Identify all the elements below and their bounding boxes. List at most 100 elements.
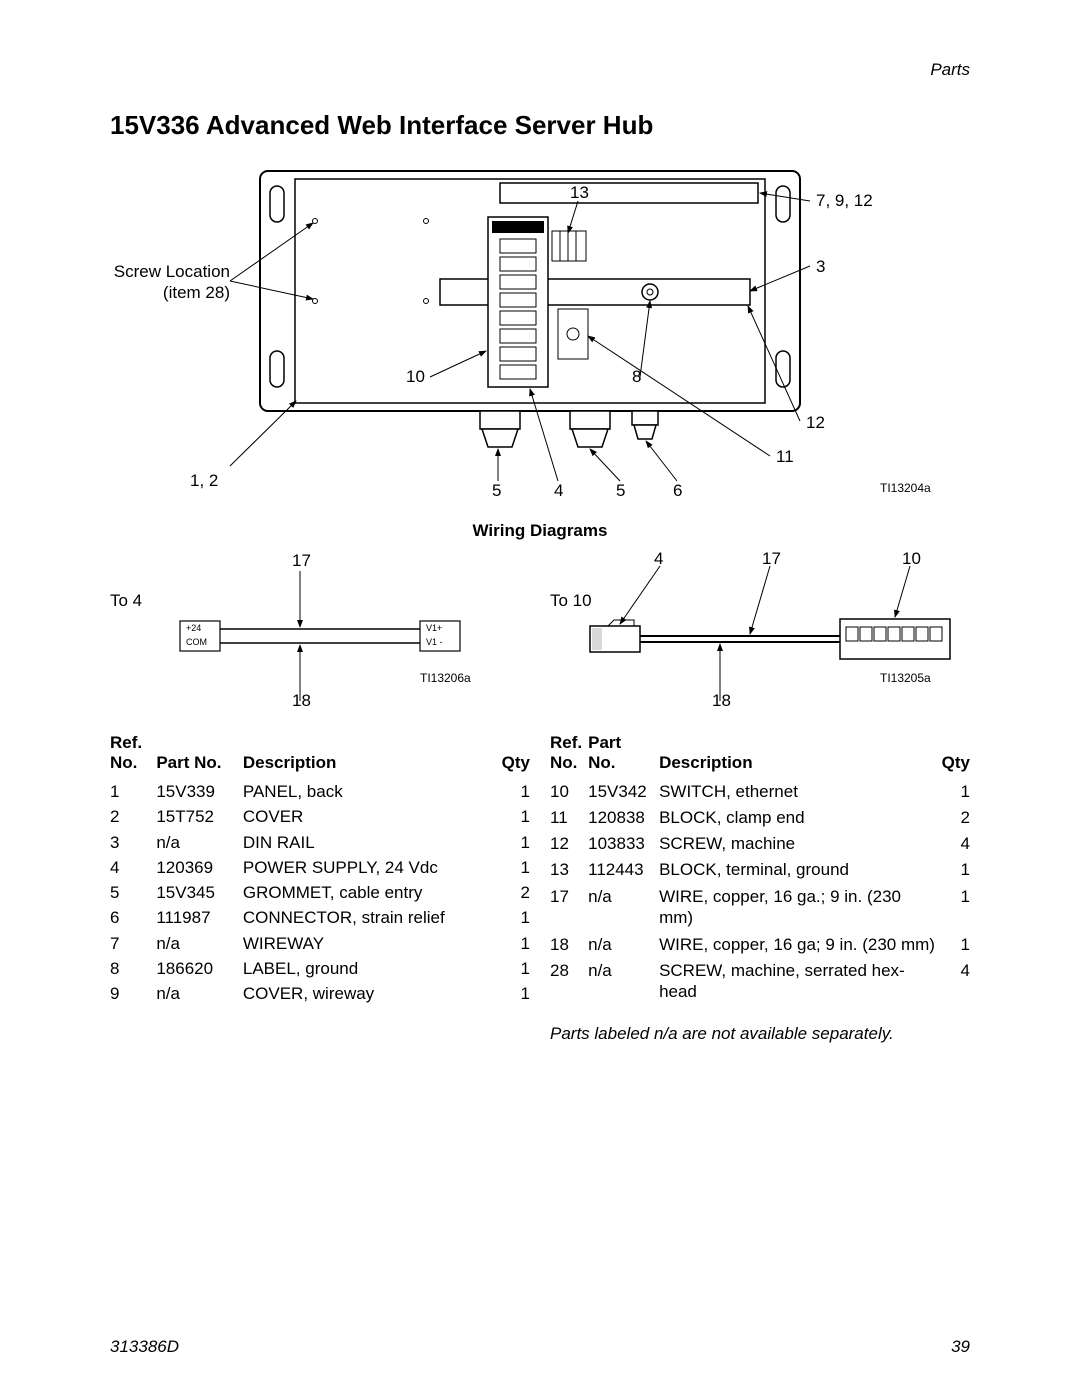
cell-partno: 15T752 xyxy=(156,804,243,829)
cell-partno: 15V339 xyxy=(156,779,243,804)
cell-partno: n/a xyxy=(588,884,659,932)
callout-4: 4 xyxy=(554,481,563,501)
cell-desc: LABEL, ground xyxy=(243,956,496,981)
cell-qty: 1 xyxy=(496,905,530,930)
th-qty: Qty xyxy=(496,731,530,779)
table-row: 12103833SCREW, machine4 xyxy=(550,831,970,857)
cell-ref: 7 xyxy=(110,931,156,956)
cell-desc: POWER SUPPLY, 24 Vdc xyxy=(243,855,496,880)
section-label: Parts xyxy=(930,60,970,80)
callout-screw-location: Screw Location(item 28) xyxy=(110,261,230,304)
table-row: 6111987CONNECTOR, strain relief1 xyxy=(110,905,530,930)
page-title: 15V336 Advanced Web Interface Server Hub xyxy=(110,110,970,141)
pin-v1p: V1+ xyxy=(426,623,442,633)
cell-desc: DIN RAIL xyxy=(243,830,496,855)
ti-code-left: TI13206a xyxy=(420,671,471,685)
table-row: 11120838BLOCK, clamp end2 xyxy=(550,805,970,831)
table-row: 18n/aWIRE, copper, 16 ga; 9 in. (230 mm)… xyxy=(550,932,970,958)
callout-7-9-12: 7, 9, 12 xyxy=(816,191,873,211)
callout-5b: 5 xyxy=(616,481,625,501)
cell-ref: 1 xyxy=(110,779,156,804)
cell-qty: 1 xyxy=(496,779,530,804)
cell-partno: 103833 xyxy=(588,831,659,857)
cell-partno: 120838 xyxy=(588,805,659,831)
cell-partno: 111987 xyxy=(156,905,243,930)
cell-desc: BLOCK, terminal, ground xyxy=(659,857,942,883)
callout-r17: 17 xyxy=(762,549,781,569)
cell-ref: 10 xyxy=(550,779,588,805)
wiring-diagram-right: To 10 4 17 10 18 TI13205a xyxy=(550,541,970,711)
cell-partno: n/a xyxy=(156,981,243,1006)
cell-desc: SCREW, machine, serrated hex-head xyxy=(659,958,942,1006)
table-row: 515V345GROMMET, cable entry2 xyxy=(110,880,530,905)
callout-6: 6 xyxy=(673,481,682,501)
table-row: 8186620LABEL, ground1 xyxy=(110,956,530,981)
cell-qty: 1 xyxy=(496,931,530,956)
cell-partno: n/a xyxy=(156,830,243,855)
table-row: 1015V342SWITCH, ethernet1 xyxy=(550,779,970,805)
ti-code-right: TI13205a xyxy=(880,671,931,685)
cell-desc: WIREWAY xyxy=(243,931,496,956)
th-desc: Description xyxy=(243,731,496,779)
callout-1-2: 1, 2 xyxy=(190,471,218,491)
cell-qty: 1 xyxy=(496,981,530,1006)
cell-qty: 4 xyxy=(942,958,970,1006)
cell-qty: 1 xyxy=(496,830,530,855)
cell-qty: 1 xyxy=(496,956,530,981)
th-qty: Qty xyxy=(942,731,970,779)
cell-desc: COVER, wireway xyxy=(243,981,496,1006)
table-row: 3n/aDIN RAIL1 xyxy=(110,830,530,855)
callout-11: 11 xyxy=(776,447,794,467)
callout-5a: 5 xyxy=(492,481,501,501)
cell-ref: 9 xyxy=(110,981,156,1006)
callout-12: 12 xyxy=(806,413,825,433)
cell-ref: 13 xyxy=(550,857,588,883)
cell-ref: 5 xyxy=(110,880,156,905)
cell-partno: 186620 xyxy=(156,956,243,981)
ti-code-main: TI13204a xyxy=(880,481,931,495)
cell-qty: 1 xyxy=(942,779,970,805)
parts-table-right: Ref.No. Part No. Description Qty 1015V34… xyxy=(550,731,970,1006)
cell-ref: 6 xyxy=(110,905,156,930)
cell-desc: SCREW, machine xyxy=(659,831,942,857)
callout-w18: 18 xyxy=(292,691,311,711)
callout-r4: 4 xyxy=(654,549,663,569)
cell-qty: 2 xyxy=(496,880,530,905)
th-desc: Description xyxy=(659,731,942,779)
cell-desc: COVER xyxy=(243,804,496,829)
cell-qty: 1 xyxy=(496,804,530,829)
footer-docid: 313386D xyxy=(110,1337,179,1357)
pin-com: COM xyxy=(186,637,207,647)
th-partno: Part No. xyxy=(156,731,243,779)
cell-qty: 1 xyxy=(942,857,970,883)
cell-qty: 1 xyxy=(942,884,970,932)
callout-3: 3 xyxy=(816,257,825,277)
cell-ref: 3 xyxy=(110,830,156,855)
cell-desc: BLOCK, clamp end xyxy=(659,805,942,831)
cell-ref: 17 xyxy=(550,884,588,932)
callout-to-10: To 10 xyxy=(550,591,592,611)
footnote: Parts labeled n/a are not available sepa… xyxy=(110,1024,970,1044)
callout-r18: 18 xyxy=(712,691,731,711)
wiring-diagrams-heading: Wiring Diagrams xyxy=(110,521,970,541)
cell-qty: 1 xyxy=(496,855,530,880)
cell-desc: CONNECTOR, strain relief xyxy=(243,905,496,930)
cell-desc: WIRE, copper, 16 ga.; 9 in. (230 mm) xyxy=(659,884,942,932)
cell-partno: 15V342 xyxy=(588,779,659,805)
cell-ref: 8 xyxy=(110,956,156,981)
callout-13: 13 xyxy=(570,183,589,203)
cell-partno: 120369 xyxy=(156,855,243,880)
table-row: 7n/aWIREWAY1 xyxy=(110,931,530,956)
th-ref: Ref.No. xyxy=(110,731,156,779)
cell-partno: n/a xyxy=(588,932,659,958)
cell-desc: GROMMET, cable entry xyxy=(243,880,496,905)
callout-to-4: To 4 xyxy=(110,591,142,611)
cell-ref: 4 xyxy=(110,855,156,880)
table-row: 215T752COVER1 xyxy=(110,804,530,829)
callout-r10: 10 xyxy=(902,549,921,569)
wiring-diagram-left: To 4 17 18 +24 COM V1+ V1 - TI13206a xyxy=(110,541,530,711)
table-row: 17n/aWIRE, copper, 16 ga.; 9 in. (230 mm… xyxy=(550,884,970,932)
cell-desc: PANEL, back xyxy=(243,779,496,804)
callout-w17: 17 xyxy=(292,551,311,571)
table-row: 9n/aCOVER, wireway1 xyxy=(110,981,530,1006)
